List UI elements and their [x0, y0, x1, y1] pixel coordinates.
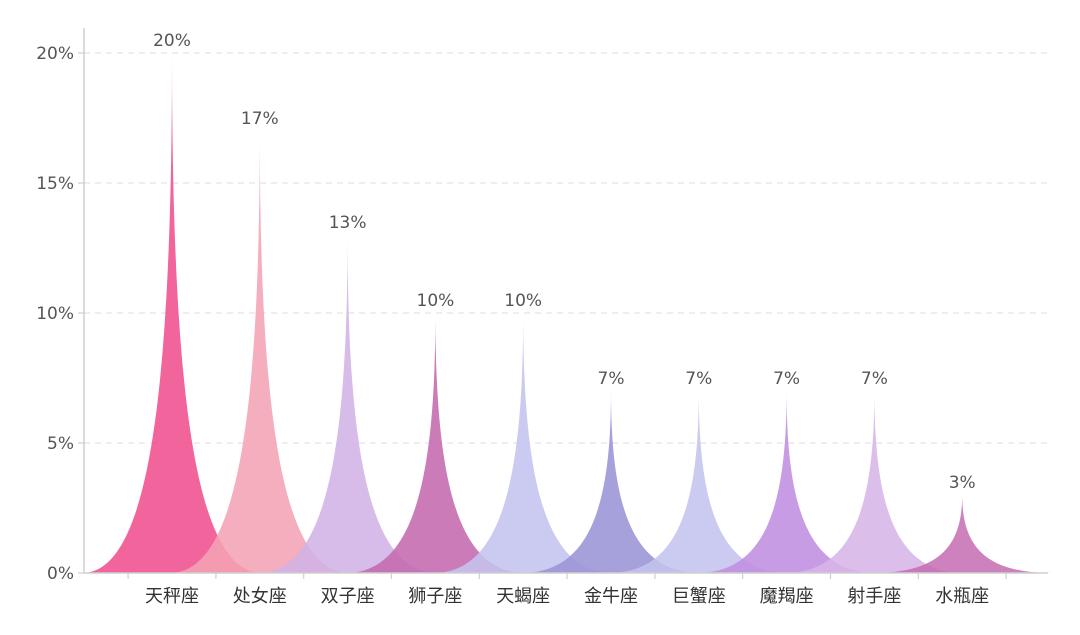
spike-bar [608, 391, 789, 573]
data-label: 7% [861, 369, 888, 389]
x-tick-label: 魔羯座 [760, 586, 814, 607]
y-tick-label: 10% [36, 304, 74, 324]
data-labels: 20% 17% 13% 10% 10% 7% 7% 7% 7% 3% [153, 31, 976, 493]
spike-bar [696, 391, 877, 573]
x-tick-labels: 天秤座 处女座 双子座 狮子座 天蝎座 金牛座 巨蟹座 魔羯座 射手座 水瓶座 [127, 573, 1007, 607]
x-tick-label: 天蝎座 [496, 586, 550, 607]
spike-bar [257, 235, 438, 573]
x-tick-label: 天秤座 [145, 586, 199, 607]
x-tick-label: 处女座 [233, 586, 287, 607]
spike-bar [433, 313, 614, 573]
grid-lines [84, 52, 1048, 444]
y-tick-label: 15% [36, 174, 74, 194]
spike-bar [784, 391, 965, 573]
y-tick-label: 0% [47, 564, 74, 584]
x-tick-label: 射手座 [847, 586, 901, 607]
x-tick-label: 巨蟹座 [672, 586, 726, 607]
spike-bar [521, 391, 701, 573]
data-label: 20% [153, 31, 191, 51]
x-tick-label: 水瓶座 [935, 586, 989, 607]
spike-series [82, 53, 1053, 573]
spike-bar [169, 131, 350, 573]
y-tick-label: 20% [36, 44, 74, 64]
x-tick-label: 双子座 [321, 586, 375, 607]
x-tick-label: 金牛座 [584, 586, 638, 607]
spike-bar [872, 495, 1053, 573]
data-label: 7% [685, 369, 712, 389]
spike-bar [345, 313, 526, 573]
data-label: 3% [949, 473, 976, 493]
data-label: 7% [598, 369, 625, 389]
data-label: 10% [504, 291, 542, 311]
x-tick-label: 狮子座 [408, 586, 462, 607]
y-tick-label: 5% [47, 434, 74, 454]
data-label: 13% [329, 213, 367, 233]
spike-bar [82, 53, 262, 573]
data-label: 10% [417, 291, 455, 311]
data-label: 7% [773, 369, 800, 389]
data-label: 17% [241, 109, 279, 129]
y-tick-labels: 0% 5% 10% 15% 20% [36, 44, 84, 584]
axes [83, 28, 1048, 574]
